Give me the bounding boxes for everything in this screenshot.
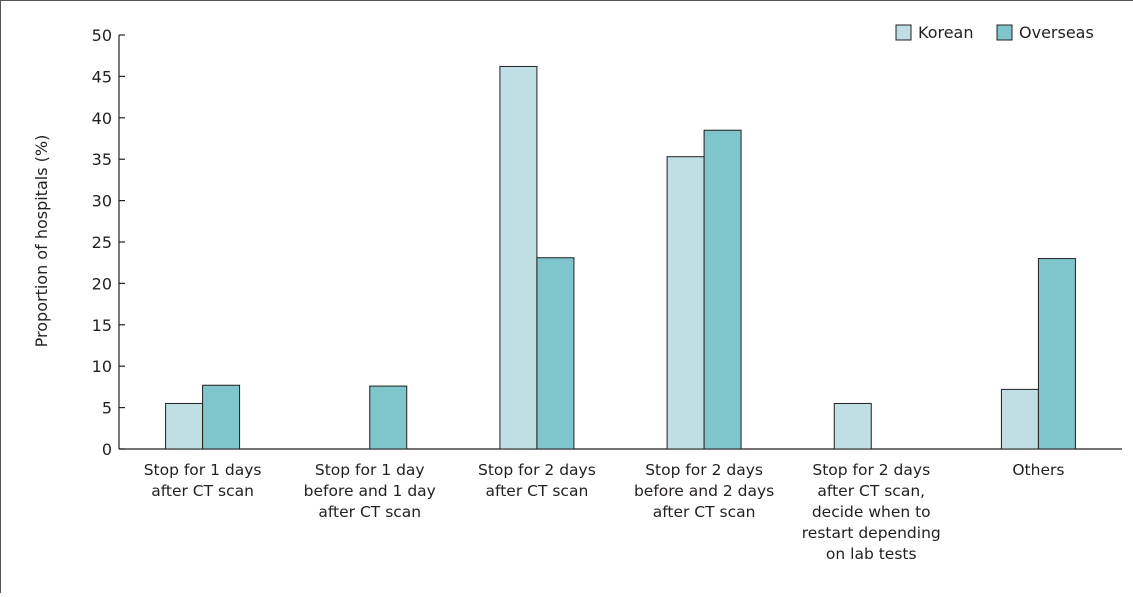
legend-label-overseas: Overseas	[1019, 23, 1094, 42]
legend-swatch-korean	[896, 25, 911, 40]
y-tick-label: 0	[102, 440, 112, 459]
y-tick-label: 10	[92, 357, 112, 376]
bar-korean	[667, 157, 704, 449]
legend-label-korean: Korean	[918, 23, 974, 42]
legend-swatch-overseas	[997, 25, 1012, 40]
legend: Korean Overseas	[896, 23, 1094, 42]
y-tick-label: 20	[92, 274, 112, 293]
bar-overseas	[1038, 259, 1075, 449]
bar-korean	[1001, 389, 1038, 449]
y-tick-label: 5	[102, 399, 112, 418]
y-tick-label: 45	[92, 67, 112, 86]
y-tick-label: 25	[92, 233, 112, 252]
bar-korean	[834, 403, 871, 449]
bar-overseas	[370, 386, 407, 449]
y-axis-label: Proportion of hospitals (%)	[32, 135, 51, 348]
bar-overseas	[704, 130, 741, 449]
bars	[166, 66, 1076, 449]
bar-korean	[166, 403, 203, 449]
y-tick-label: 40	[92, 109, 112, 128]
y-tick-label: 15	[92, 316, 112, 335]
y-axis: 0 5 10 15 20 25 30 35 40 45 50	[92, 26, 125, 459]
y-tick-label: 35	[92, 150, 112, 169]
bar-overseas	[203, 385, 240, 449]
bar-korean	[500, 66, 537, 449]
x-tick-label: Others	[1012, 461, 1064, 479]
y-tick-label: 30	[92, 192, 112, 211]
bar-overseas	[537, 258, 574, 449]
y-tick-label: 50	[92, 26, 112, 45]
